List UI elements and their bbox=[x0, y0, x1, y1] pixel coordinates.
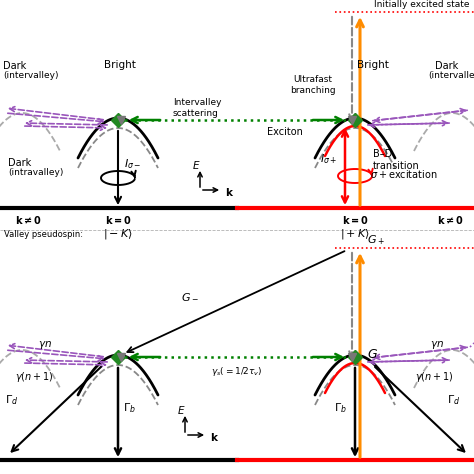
Text: Ultrafast
branching: Ultrafast branching bbox=[290, 75, 336, 95]
Text: $G_+$: $G_+$ bbox=[367, 233, 385, 247]
Text: $\Gamma_d$: $\Gamma_d$ bbox=[5, 393, 18, 407]
Text: $|-K\rangle$: $|-K\rangle$ bbox=[103, 227, 133, 241]
Text: $\gamma_s(=1/2\tau_v)$: $\gamma_s(=1/2\tau_v)$ bbox=[211, 365, 263, 379]
Text: $\Gamma_b$: $\Gamma_b$ bbox=[123, 401, 136, 415]
Text: E: E bbox=[193, 161, 199, 171]
Text: $\gamma n$: $\gamma n$ bbox=[38, 339, 52, 351]
Text: $\mathbf{k\neq 0}$: $\mathbf{k\neq 0}$ bbox=[15, 214, 41, 226]
Text: $I_{\sigma-}$: $I_{\sigma-}$ bbox=[124, 157, 141, 171]
Text: Valley pseudospin:: Valley pseudospin: bbox=[4, 229, 83, 238]
Text: (intravalley): (intravalley) bbox=[8, 167, 64, 176]
Text: $\Gamma_d$: $\Gamma_d$ bbox=[447, 393, 460, 407]
Text: Dark: Dark bbox=[3, 61, 26, 71]
Text: Bright: Bright bbox=[104, 60, 136, 70]
Text: Dark: Dark bbox=[435, 61, 458, 71]
Text: Initially excited state: Initially excited state bbox=[374, 0, 470, 9]
Text: $G_-$: $G_-$ bbox=[181, 292, 199, 302]
Text: $\gamma(n+1)$: $\gamma(n+1)$ bbox=[15, 370, 54, 384]
Text: Bright: Bright bbox=[357, 60, 389, 70]
Text: (intervalley): (intervalley) bbox=[3, 71, 58, 80]
Text: $\mathbf{k\neq 0}$: $\mathbf{k\neq 0}$ bbox=[437, 214, 464, 226]
Text: Dark: Dark bbox=[8, 158, 31, 168]
Text: $I_{\sigma+}$: $I_{\sigma+}$ bbox=[320, 152, 337, 166]
Text: Intervalley
scattering: Intervalley scattering bbox=[173, 98, 221, 118]
Text: $\sigma+$excitation: $\sigma+$excitation bbox=[370, 168, 438, 180]
Text: (intervalley): (intervalley) bbox=[428, 71, 474, 80]
Text: $\mathbf{k=0}$: $\mathbf{k=0}$ bbox=[342, 214, 368, 226]
Text: G: G bbox=[367, 347, 377, 361]
Text: $\gamma n$: $\gamma n$ bbox=[430, 339, 444, 351]
Text: Exciton: Exciton bbox=[267, 127, 303, 137]
Text: $\Gamma_b$: $\Gamma_b$ bbox=[334, 401, 347, 415]
Text: $|+K\rangle$: $|+K\rangle$ bbox=[340, 227, 370, 241]
Text: $\gamma(n+1)$: $\gamma(n+1)$ bbox=[415, 370, 454, 384]
Text: $\mathbf{k=0}$: $\mathbf{k=0}$ bbox=[105, 214, 131, 226]
Text: B–D
transition: B–D transition bbox=[373, 149, 420, 171]
Text: $\mathbf{k}$: $\mathbf{k}$ bbox=[210, 431, 219, 443]
Text: $\mathbf{k}$: $\mathbf{k}$ bbox=[225, 186, 234, 198]
Text: E: E bbox=[178, 406, 184, 416]
